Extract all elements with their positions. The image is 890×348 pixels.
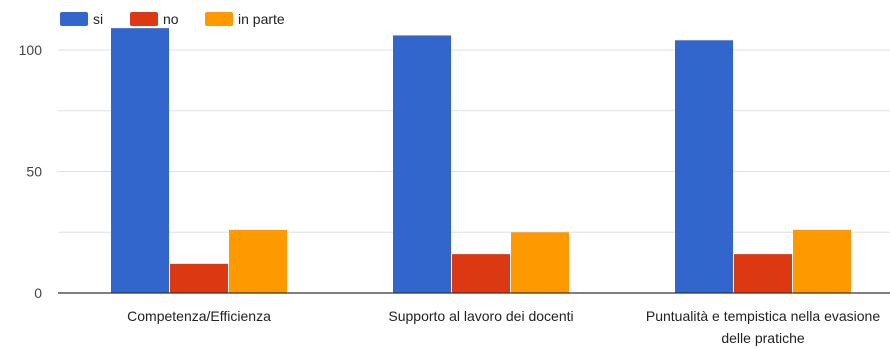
- category-label: delle pratiche: [721, 330, 804, 346]
- y-axis-ticks: 0 50 100: [19, 42, 43, 301]
- bar-si-3: [675, 40, 733, 293]
- legend-label: in parte: [238, 11, 285, 27]
- bar-si-2: [393, 35, 451, 294]
- bar-si-1: [111, 28, 169, 293]
- legend-label: si: [93, 11, 103, 27]
- category-label: Supporto al lavoro dei docenti: [388, 308, 573, 324]
- bar-in-parte-3: [793, 229, 851, 293]
- bar-in-parte-2: [511, 232, 569, 293]
- bars: [58, 28, 890, 294]
- y-tick-label: 0: [34, 285, 42, 301]
- category-label: Competenza/Efficienza: [127, 308, 271, 324]
- bar-no-1: [170, 263, 228, 293]
- x-axis-labels: Competenza/Efficienza Supporto al lavoro …: [127, 308, 880, 346]
- legend-swatch-si: [60, 12, 88, 26]
- legend-swatch-no: [130, 12, 158, 26]
- legend-swatch-in-parte: [205, 12, 233, 26]
- y-tick-label: 50: [26, 164, 42, 180]
- gridlines: [58, 49, 890, 233]
- category-label: Puntualità e tempistica nella evasione: [646, 308, 880, 324]
- legend: si no in parte: [60, 11, 285, 27]
- bar-in-parte-1: [229, 229, 287, 293]
- y-tick-label: 100: [19, 42, 43, 58]
- legend-label: no: [163, 11, 179, 27]
- bar-no-2: [452, 254, 510, 293]
- bar-no-3: [734, 254, 792, 293]
